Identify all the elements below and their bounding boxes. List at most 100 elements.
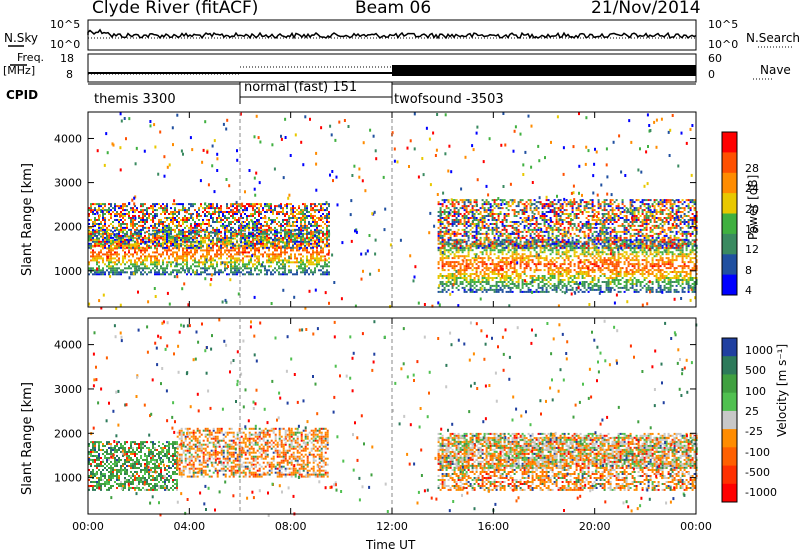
power-cell [284,223,286,225]
power-cell [272,228,274,231]
power-cell [108,211,110,213]
power-cell [677,281,680,283]
power-cell [515,281,518,283]
power-cell [298,217,300,219]
power-cell [645,290,648,293]
power-cell [174,240,176,243]
power-cell [633,239,636,242]
power-cell [104,253,106,256]
power-cell [302,226,304,229]
power-cell [242,251,244,254]
power-cell [100,205,102,208]
power-cell [515,273,518,275]
power-cell [613,253,616,256]
power-cell [262,261,264,264]
power-cell [485,263,488,266]
power-cell [439,290,442,293]
power-cell [204,215,206,217]
power-cell [220,240,222,243]
power-cell [593,249,596,252]
power-cell [519,263,522,266]
power-cell [445,275,448,277]
power-cell [515,257,518,260]
power-cell [254,246,256,249]
power-cell [465,284,468,287]
power-cell [515,243,518,246]
power-cell [322,232,324,235]
power-cell [254,267,256,270]
power-cell [248,263,250,266]
power-cell [539,263,542,266]
power-cell [248,259,250,262]
power-cell [639,288,642,291]
power-cell [631,265,634,268]
power-cell [230,203,232,206]
power-cell [158,240,160,243]
power-cell [238,251,240,254]
power-cell [497,255,500,258]
power-cell [220,263,222,266]
power-cell [481,277,484,279]
power-cell [521,261,524,264]
power-cell [232,221,234,223]
power-cell [282,261,284,264]
power-cell [140,267,142,270]
power-cell [669,283,672,285]
power-cell [170,265,172,268]
power-cell [525,284,528,287]
power-cell [134,219,136,221]
power-cell [326,232,328,235]
power-cell [673,253,676,256]
power-cell [613,273,616,275]
power-cell [212,228,214,231]
power-cell [180,236,182,239]
power-cell [106,247,108,250]
power-cell [258,226,260,229]
power-cell [276,217,278,219]
power-cell [146,243,148,246]
power-cell [218,271,220,274]
power-cell [108,228,110,231]
power-cell [282,263,284,266]
power-cell [525,261,528,264]
power-cell [162,259,164,262]
power-cell [300,221,302,223]
power-cell [170,226,172,229]
power-cell [587,251,590,254]
power-cell [186,273,188,276]
power-cell [607,277,610,279]
power-cell [615,271,618,273]
power-cell [441,275,444,277]
power-cell [176,238,178,241]
power-cell [102,273,104,276]
power-cell [306,224,308,227]
power-cell [176,221,178,223]
power-cell [439,251,442,254]
power-cell [583,290,586,293]
power-cell [280,240,282,243]
power-cell [172,271,174,274]
power-cell [104,273,106,276]
power-cell [164,236,166,239]
power-cell [601,251,604,254]
power-cell [110,246,112,249]
power-cell [170,261,172,264]
power-cell [194,224,196,227]
power-cell [282,267,284,270]
power-tick-8: 8 [745,264,752,277]
power-cell [182,265,184,268]
power-cell [164,234,166,237]
power-cell [194,257,196,260]
power-cell [629,259,632,262]
power-cell [182,243,184,246]
power-cell [621,239,624,242]
power-cell [258,230,260,233]
power-cell [190,205,192,208]
power-cell [487,288,490,291]
power-cell [511,243,514,246]
power-cell [272,259,274,262]
power-cell [316,244,318,247]
power-cell [110,236,112,239]
power-cell [208,267,210,270]
power-cell [172,203,174,206]
